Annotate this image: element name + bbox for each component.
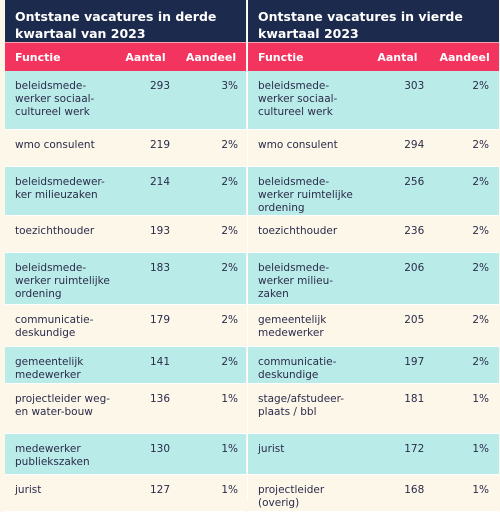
table-row: beleidsmede-werker sociaal-cultureel wer… [5,71,246,130]
tables-container: Ontstane vacatures in derde kwartaal van… [5,0,499,512]
cell-aantal: 168 [404,484,425,496]
cell-aantal: 256 [404,176,425,188]
header-aandeel: Aandeel [439,50,490,64]
header-aandeel: Aandeel [185,50,237,64]
table-row: beleidsmedewer-ker milieuzaken 214 2% [5,167,246,216]
table-body: beleidsmede-werker sociaal-cultureel wer… [248,71,499,512]
cell-aandeel: 2% [472,80,489,92]
table-row: jurist 127 1% [5,475,246,512]
table-row: jurist 172 1% [248,434,499,475]
header-functie: Functie [258,50,304,64]
header-functie: Functie [15,50,61,64]
cell-aandeel: 2% [221,225,238,237]
table-row: wmo consulent 294 2% [248,130,499,167]
cell-aandeel: 2% [221,176,238,188]
cell-aantal: 136 [149,393,170,405]
cell-aantal: 179 [149,314,170,326]
cell-aandeel: 1% [472,443,489,455]
table-row: gemeentelijk medewerker 205 2% [248,305,499,347]
cell-functie: beleidsmede-werker ruimtelijke ordening [15,262,110,300]
table-row: stage/afstudeer-plaats / bbl 181 1% [248,384,499,434]
table-row: toezichthouder 193 2% [5,216,246,253]
cell-aandeel: 2% [221,356,238,368]
cell-functie: gemeentelijk medewerker [15,356,84,381]
cell-functie: projectleider weg- en water-bouw [15,393,111,418]
table-row: toezichthouder 236 2% [248,216,499,253]
cell-functie: beleidsmede-werker sociaal-cultureel wer… [15,80,95,118]
table-q3: Ontstane vacatures in derde kwartaal van… [5,0,246,512]
cell-aandeel: 1% [472,484,489,496]
cell-aantal: 236 [404,225,425,237]
cell-aantal: 130 [149,443,170,455]
cell-functie: beleidsmede-werker ruimtelijke ordening [258,176,353,214]
table-row: communicatie-deskundige 179 2% [5,305,246,347]
table-q4: Ontstane vacatures in vierde kwartaal 20… [247,0,499,512]
table-row: projectleider weg- en water-bouw 136 1% [5,384,246,434]
table-row: communicatie-deskundige 197 2% [248,347,499,384]
cell-functie: beleidsmede-werker milieu-zaken [258,262,334,300]
cell-aantal: 197 [404,356,425,368]
cell-aandeel: 2% [472,176,489,188]
cell-functie: gemeentelijk medewerker [258,314,327,339]
cell-functie: medewerker publiekszaken [15,443,90,468]
cell-aandeel: 2% [472,262,489,274]
cell-functie: wmo consulent [258,139,338,151]
cell-aantal: 293 [149,80,170,92]
cell-aantal: 206 [404,262,425,274]
cell-functie: beleidsmede-werker sociaal-cultureel wer… [258,80,338,118]
table-title: Ontstane vacatures in vierde kwartaal 20… [248,0,499,42]
cell-aandeel: 2% [472,225,489,237]
table-row: beleidsmede-werker sociaal-cultureel wer… [248,71,499,130]
cell-functie: communicatie-deskundige [258,356,337,381]
cell-aandeel: 1% [221,443,238,455]
table-header: Functie Aantal Aandeel [5,42,246,71]
table-title: Ontstane vacatures in derde kwartaal van… [5,0,246,42]
cell-functie: jurist [15,484,42,496]
cell-aandeel: 3% [221,80,238,92]
cell-functie: beleidsmedewer-ker milieuzaken [15,176,105,201]
table-row: beleidsmede-werker ruimtelijke ordening 2… [248,167,499,216]
cell-aandeel: 2% [472,356,489,368]
cell-functie: wmo consulent [15,139,95,151]
cell-functie: toezichthouder [258,225,338,237]
table-row: projectleider (overig) 168 1% [248,475,499,512]
cell-aandeel: 2% [221,314,238,326]
table-row: gemeentelijk medewerker 141 2% [5,347,246,384]
cell-aantal: 219 [149,139,170,151]
cell-aandeel: 1% [221,393,238,405]
table-row: beleidsmede-werker milieu-zaken 206 2% [248,253,499,305]
cell-aantal: 294 [404,139,425,151]
cell-aantal: 193 [149,225,170,237]
cell-aantal: 183 [149,262,170,274]
cell-aantal: 172 [404,443,425,455]
cell-functie: toezichthouder [15,225,95,237]
cell-aandeel: 2% [472,139,489,151]
table-header: Functie Aantal Aandeel [248,42,499,71]
table-body: beleidsmede-werker sociaal-cultureel wer… [5,71,246,512]
cell-aantal: 127 [149,484,170,496]
cell-aandeel: 1% [221,484,238,496]
cell-aantal: 303 [404,80,425,92]
cell-aandeel: 2% [221,139,238,151]
cell-functie: communicatie-deskundige [15,314,94,339]
cell-aantal: 214 [149,176,170,188]
cell-functie: stage/afstudeer-plaats / bbl [258,393,345,418]
cell-aandeel: 2% [221,262,238,274]
cell-aantal: 181 [404,393,425,405]
table-row: beleidsmede-werker ruimtelijke ordening 1… [5,253,246,305]
header-aantal: Aantal [125,50,166,64]
cell-aandeel: 2% [472,314,489,326]
table-row: wmo consulent 219 2% [5,130,246,167]
cell-functie: projectleider (overig) [258,484,325,509]
cell-aantal: 141 [149,356,170,368]
header-aantal: Aantal [377,50,418,64]
cell-functie: jurist [258,443,285,455]
cell-aantal: 205 [404,314,425,326]
cell-aandeel: 1% [472,393,489,405]
table-row: medewerker publiekszaken 130 1% [5,434,246,475]
